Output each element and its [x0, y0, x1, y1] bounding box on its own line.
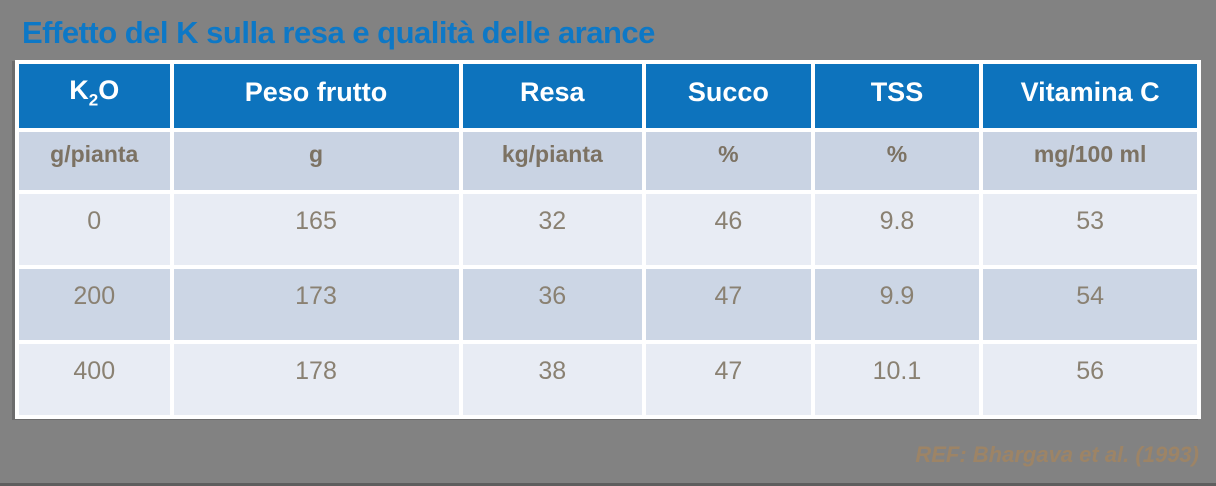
table-cell: 200	[19, 269, 170, 340]
header-cell-resa: Resa	[462, 64, 643, 128]
table-row: 0 165 32 46 9.8 53	[19, 194, 1197, 265]
table-header-row: K2O Peso frutto Resa Succo TSS Vitamina …	[19, 64, 1197, 128]
table-cell: 46	[646, 194, 811, 265]
table-row: 200 173 36 47 9.9 54	[19, 269, 1197, 340]
table-cell: 36	[462, 269, 643, 340]
table-units-row: g/pianta g kg/pianta % % mg/100 ml	[19, 132, 1197, 190]
table-cell: 165	[173, 194, 459, 265]
table-cell: 47	[646, 269, 811, 340]
table-cell: 53	[983, 194, 1197, 265]
table-cell: 56	[983, 344, 1197, 415]
table-cell: 38	[462, 344, 643, 415]
unit-cell: kg/pianta	[462, 132, 643, 190]
unit-cell: g	[173, 132, 459, 190]
header-cell-k2o: K2O	[19, 64, 170, 128]
unit-cell: %	[814, 132, 980, 190]
table-cell: 400	[19, 344, 170, 415]
data-table: K2O Peso frutto Resa Succo TSS Vitamina …	[15, 60, 1201, 419]
table-cell: 0	[19, 194, 170, 265]
table-cell: 47	[646, 344, 811, 415]
table-cell: 10.1	[814, 344, 980, 415]
table-cell: 9.9	[814, 269, 980, 340]
unit-cell: mg/100 ml	[983, 132, 1197, 190]
unit-cell: g/pianta	[19, 132, 170, 190]
table-cell: 178	[173, 344, 459, 415]
unit-cell: %	[646, 132, 811, 190]
reference-note: REF: Bhargava et al. (1993)	[915, 442, 1199, 467]
table-row: 400 178 38 47 10.1 56	[19, 344, 1197, 415]
header-cell-vitamina-c: Vitamina C	[983, 64, 1197, 128]
table-cell: 9.8	[814, 194, 980, 265]
page-title: Effetto del K sulla resa e qualità delle…	[22, 15, 655, 50]
table-cell: 173	[173, 269, 459, 340]
header-cell-succo: Succo	[646, 64, 811, 128]
table-cell: 32	[462, 194, 643, 265]
table-cell: 54	[983, 269, 1197, 340]
header-cell-tss: TSS	[814, 64, 980, 128]
header-cell-peso-frutto: Peso frutto	[173, 64, 459, 128]
